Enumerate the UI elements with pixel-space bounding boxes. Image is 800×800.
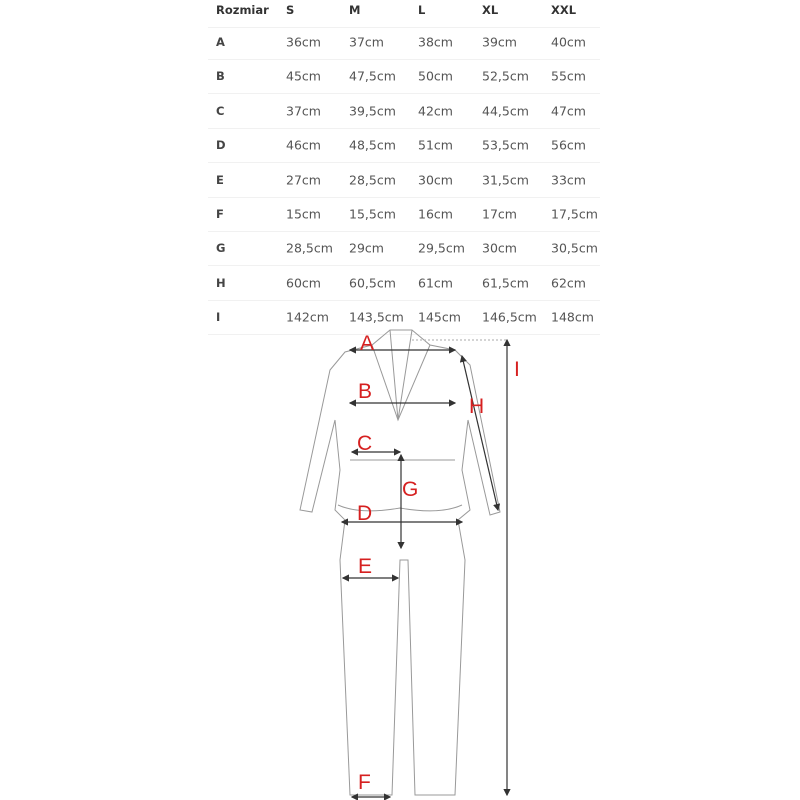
table-cell: 61cm — [418, 275, 453, 291]
table-cell: 38cm — [418, 34, 453, 50]
label-d: D — [357, 502, 372, 525]
table-cell: 17cm — [482, 206, 517, 222]
table-cell: 37cm — [286, 103, 321, 119]
table-cell: 52,5cm — [482, 68, 529, 84]
table-row: F 15cm 15,5cm 16cm 17cm 17,5cm — [208, 197, 600, 232]
table-cell: 46cm — [286, 137, 321, 153]
label-i: I — [514, 358, 520, 381]
label-b: B — [358, 380, 372, 403]
table-cell: 31,5cm — [482, 172, 529, 188]
table-row: A 36cm 37cm 38cm 39cm 40cm — [208, 25, 600, 60]
row-label: H — [216, 275, 226, 290]
table-cell: 143,5cm — [349, 309, 404, 325]
table-row: C 37cm 39,5cm 42cm 44,5cm 47cm — [208, 94, 600, 129]
table-cell: 28,5cm — [349, 172, 396, 188]
measure-h — [459, 354, 501, 512]
table-cell: 60,5cm — [349, 275, 396, 291]
table-cell: 61,5cm — [482, 275, 529, 291]
table-row: B 45cm 47,5cm 50cm 52,5cm 55cm — [208, 59, 600, 95]
table-cell: 39,5cm — [349, 103, 396, 119]
table-header-row: Rozmiar S M L XL XXL — [208, 0, 600, 28]
table-cell: 44,5cm — [482, 103, 529, 119]
column-header: S — [286, 3, 295, 17]
table-cell: 47cm — [551, 103, 586, 119]
table-cell: 47,5cm — [349, 68, 396, 84]
table-cell: 27cm — [286, 172, 321, 188]
row-label: A — [216, 35, 225, 49]
row-label: G — [216, 241, 226, 256]
table-cell: 60cm — [286, 275, 321, 291]
table-cell: 29cm — [349, 240, 384, 256]
row-label: I — [216, 310, 221, 325]
table-cell: 30cm — [418, 172, 453, 188]
table-cell: 39cm — [482, 34, 517, 50]
table-cell: 28,5cm — [286, 240, 333, 256]
row-label: F — [216, 207, 224, 221]
label-e: E — [358, 555, 372, 578]
label-c: C — [357, 432, 372, 455]
table-cell: 17,5cm — [551, 206, 598, 222]
column-header: M — [349, 3, 361, 17]
table-cell: 36cm — [286, 34, 321, 50]
row-label: B — [216, 69, 225, 84]
table-cell: 48,5cm — [349, 137, 396, 153]
table-cell: 62cm — [551, 275, 586, 291]
table-cell: 33cm — [551, 172, 586, 188]
table-cell: 15,5cm — [349, 206, 396, 222]
table-cell: 50cm — [418, 68, 453, 84]
table-cell: 40cm — [551, 34, 586, 50]
row-label: E — [216, 172, 224, 187]
table-cell: 51cm — [418, 137, 453, 153]
table-cell: 145cm — [418, 309, 461, 325]
row-label: D — [216, 138, 226, 153]
row-label: C — [216, 103, 225, 118]
table-cell: 15cm — [286, 206, 321, 222]
table-cell: 42cm — [418, 103, 453, 119]
column-header: XL — [482, 3, 499, 17]
table-cell: 55cm — [551, 68, 586, 84]
table-row: I 142cm 143,5cm 145cm 146,5cm 148cm — [208, 300, 600, 336]
table-cell: 37cm — [349, 34, 384, 50]
table-cell: 56cm — [551, 137, 586, 153]
label-h: H — [469, 395, 484, 418]
table-row: D 46cm 48,5cm 51cm 53,5cm 56cm — [208, 128, 600, 164]
column-header: L — [418, 3, 426, 17]
column-header: Rozmiar — [216, 3, 269, 17]
label-f: F — [358, 771, 371, 794]
table-row: E 27cm 28,5cm 30cm 31,5cm 33cm — [208, 163, 600, 198]
measure-lines — [340, 338, 511, 800]
table-row: G 28,5cm 29cm 29,5cm 30cm 30,5cm — [208, 231, 600, 267]
table-cell: 30cm — [482, 240, 517, 256]
label-g: G — [402, 478, 418, 501]
measure-labels: A B C G H D E F I — [357, 332, 520, 794]
table-cell: 53,5cm — [482, 137, 529, 153]
table-cell: 30,5cm — [551, 240, 598, 256]
table-cell: 148cm — [551, 309, 594, 325]
table-cell: 16cm — [418, 206, 453, 222]
table-cell: 29,5cm — [418, 240, 465, 256]
label-a: A — [360, 332, 374, 355]
table-cell: 146,5cm — [482, 309, 537, 325]
table-cell: 45cm — [286, 68, 321, 84]
column-header: XXL — [551, 3, 577, 17]
table-row: H 60cm 60,5cm 61cm 61,5cm 62cm — [208, 266, 600, 301]
table-cell: 142cm — [286, 309, 329, 325]
